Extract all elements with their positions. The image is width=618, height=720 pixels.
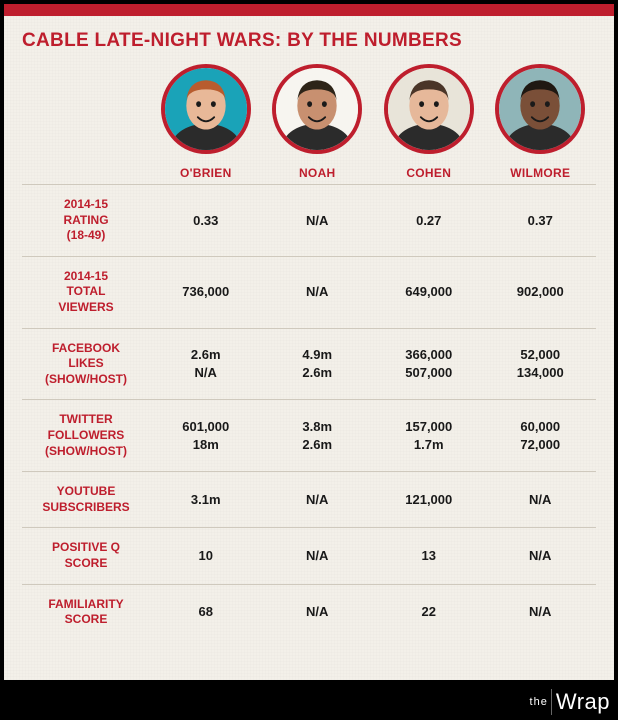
cell-value: 1.7m: [377, 436, 481, 454]
cell-value: N/A: [306, 604, 328, 619]
table-cell: N/A: [262, 535, 374, 577]
host-name: O'BRIEN: [150, 160, 262, 184]
cell-value: 10: [199, 548, 213, 563]
avatar-cell-0: [150, 64, 262, 160]
table-cell: 902,000: [485, 271, 597, 313]
cell-value: 72,000: [489, 436, 593, 454]
avatar-cell-1: [262, 64, 374, 160]
table-cell: 4.9m 2.6m: [262, 334, 374, 393]
table-cell: N/A: [262, 200, 374, 242]
cell-value: 18m: [154, 436, 258, 454]
table-cell: 157,000 1.7m: [373, 406, 485, 465]
table-cell: 3.8m 2.6m: [262, 406, 374, 465]
cell-value: 507,000: [377, 364, 481, 382]
cell-value: 0.37: [528, 213, 553, 228]
row-label: 2014-15TOTALVIEWERS: [22, 257, 150, 328]
avatar-cell-3: [485, 64, 597, 160]
table-cell: 121,000: [373, 479, 485, 521]
outer-frame: CABLE LATE-NIGHT WARS: BY THE NUMBERS: [0, 0, 618, 720]
table-cell: 13: [373, 535, 485, 577]
row-label: POSITIVE QSCORE: [22, 528, 150, 583]
table-cell: N/A: [262, 271, 374, 313]
cell-value: 366,000: [405, 347, 452, 362]
host-name: COHEN: [373, 160, 485, 184]
page-title: CABLE LATE-NIGHT WARS: BY THE NUMBERS: [22, 30, 596, 52]
cell-value: 13: [422, 548, 436, 563]
cell-value: 2.6m: [266, 364, 370, 382]
footer-logo: the Wrap: [530, 688, 610, 716]
table-cell: 0.33: [150, 200, 262, 242]
table-cell: N/A: [485, 591, 597, 633]
cell-value: 3.1m: [191, 492, 221, 507]
cell-value: 4.9m: [302, 347, 332, 362]
cell-value: N/A: [529, 604, 551, 619]
row-label: TWITTERFOLLOWERS(SHOW/HOST): [22, 400, 150, 471]
table-cell: N/A: [485, 535, 597, 577]
host-name: NOAH: [262, 160, 374, 184]
cell-value: 649,000: [405, 284, 452, 299]
cell-value: 60,000: [520, 419, 560, 434]
cell-value: 121,000: [405, 492, 452, 507]
logo-the: the: [530, 696, 548, 708]
table-cell: 3.1m: [150, 479, 262, 521]
paper-panel: CABLE LATE-NIGHT WARS: BY THE NUMBERS: [4, 16, 614, 680]
cell-value: 3.8m: [302, 419, 332, 434]
cell-value: 2.6m: [266, 436, 370, 454]
table-cell: N/A: [485, 479, 597, 521]
cell-value: N/A: [529, 492, 551, 507]
host-avatar: [161, 64, 251, 154]
table-cell: 0.27: [373, 200, 485, 242]
host-name: WILMORE: [485, 160, 597, 184]
table-cell: 736,000: [150, 271, 262, 313]
cell-value: 2.6m: [191, 347, 221, 362]
table-cell: 10: [150, 535, 262, 577]
cell-value: 134,000: [489, 364, 593, 382]
cell-value: 68: [199, 604, 213, 619]
table-cell: N/A: [262, 479, 374, 521]
row-label: 2014-15RATING(18-49): [22, 185, 150, 256]
table-cell: 68: [150, 591, 262, 633]
cell-value: N/A: [306, 548, 328, 563]
table-cell: 649,000: [373, 271, 485, 313]
top-red-bar: [4, 4, 614, 16]
row-label: FAMILIARITYSCORE: [22, 585, 150, 640]
row-label: FACEBOOKLIKES(SHOW/HOST): [22, 329, 150, 400]
table-cell: 601,000 18m: [150, 406, 262, 465]
cell-value: 52,000: [520, 347, 560, 362]
logo-wrap: Wrap: [551, 689, 610, 715]
avatar-cell-2: [373, 64, 485, 160]
table-cell: 60,000 72,000: [485, 406, 597, 465]
cell-value: 902,000: [517, 284, 564, 299]
cell-value: 601,000: [182, 419, 229, 434]
table-cell: 2.6m N/A: [150, 334, 262, 393]
host-avatar: [272, 64, 362, 154]
cell-value: N/A: [306, 284, 328, 299]
cell-value: N/A: [154, 364, 258, 382]
table-cell: 22: [373, 591, 485, 633]
cell-value: N/A: [529, 548, 551, 563]
comparison-table: O'BRIENNOAHCOHENWILMORE 2014-15RATING(18-…: [22, 64, 596, 640]
host-avatar: [384, 64, 474, 154]
cell-value: 0.33: [193, 213, 218, 228]
row-label: YOUTUBESUBSCRIBERS: [22, 472, 150, 527]
cell-value: 157,000: [405, 419, 452, 434]
cell-value: 0.27: [416, 213, 441, 228]
table-cell: N/A: [262, 591, 374, 633]
table-cell: 366,000 507,000: [373, 334, 485, 393]
cell-value: N/A: [306, 492, 328, 507]
cell-value: N/A: [306, 213, 328, 228]
cell-value: 736,000: [182, 284, 229, 299]
table-cell: 52,000 134,000: [485, 334, 597, 393]
cell-value: 22: [422, 604, 436, 619]
host-avatar: [495, 64, 585, 154]
table-cell: 0.37: [485, 200, 597, 242]
